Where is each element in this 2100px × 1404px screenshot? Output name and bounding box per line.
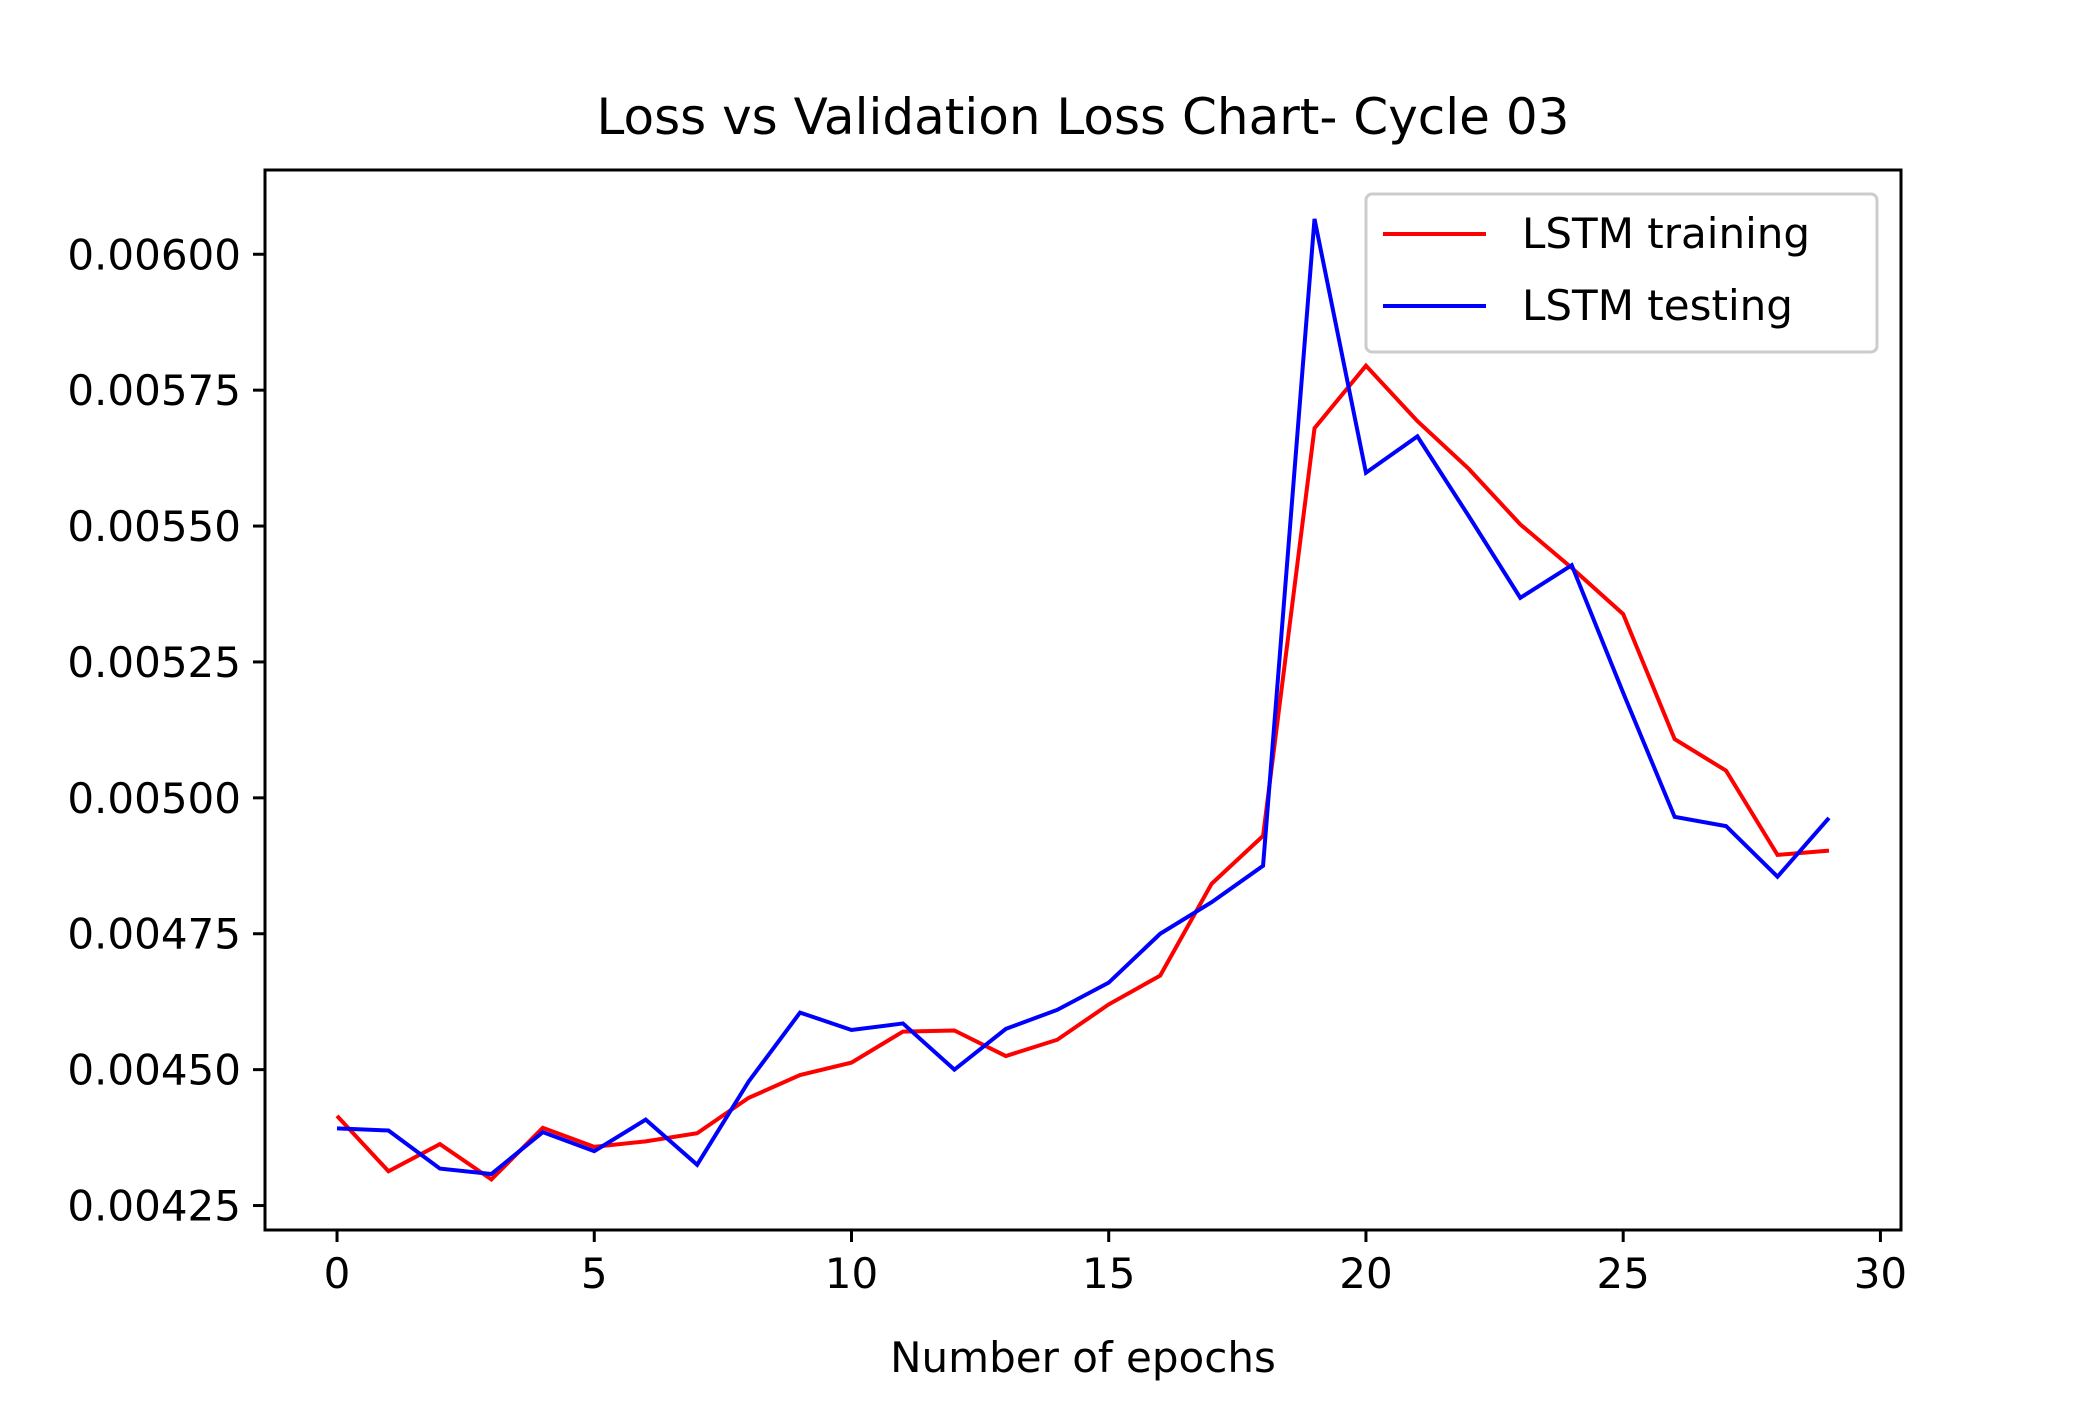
legend-box [1364,192,1879,354]
legend-label-lstm-training: LSTM training [1522,209,1810,258]
series-line-lstm-training [335,362,1830,1183]
x-axis: 0 5 10 15 20 25 30 [324,1230,1907,1298]
x-tick-label: 30 [1854,1249,1907,1298]
chart-title: Loss vs Validation Loss Chart- Cycle 03 [597,88,1570,146]
y-axis: 0.00425 0.00450 0.00475 0.00500 0.00525 0.005… [67,230,265,1231]
legend: LSTM training LSTM testing [1364,192,1879,354]
y-tick-label: 0.00500 [67,774,241,823]
x-tick-label: 15 [1082,1249,1135,1298]
y-tick-label: 0.00450 [67,1046,241,1095]
y-tick-label: 0.00425 [67,1182,241,1231]
y-tick-label: 0.00575 [67,366,241,415]
legend-label-lstm-testing: LSTM testing [1522,281,1793,330]
series-group [335,218,1831,1183]
x-tick-label: 25 [1596,1249,1649,1298]
y-tick-label: 0.00550 [67,502,241,551]
y-tick-label: 0.00600 [67,230,241,279]
x-tick-label: 20 [1339,1249,1392,1298]
x-tick-label: 5 [581,1249,608,1298]
x-tick-label: 10 [825,1249,878,1298]
series-line-lstm-testing [336,218,1831,1177]
plot-frame [263,168,1903,1232]
x-axis-label: Number of epochs [890,1333,1276,1382]
x-tick-label: 0 [324,1249,351,1298]
y-tick-label: 0.00525 [67,638,241,687]
y-tick-label: 0.00475 [67,910,241,959]
